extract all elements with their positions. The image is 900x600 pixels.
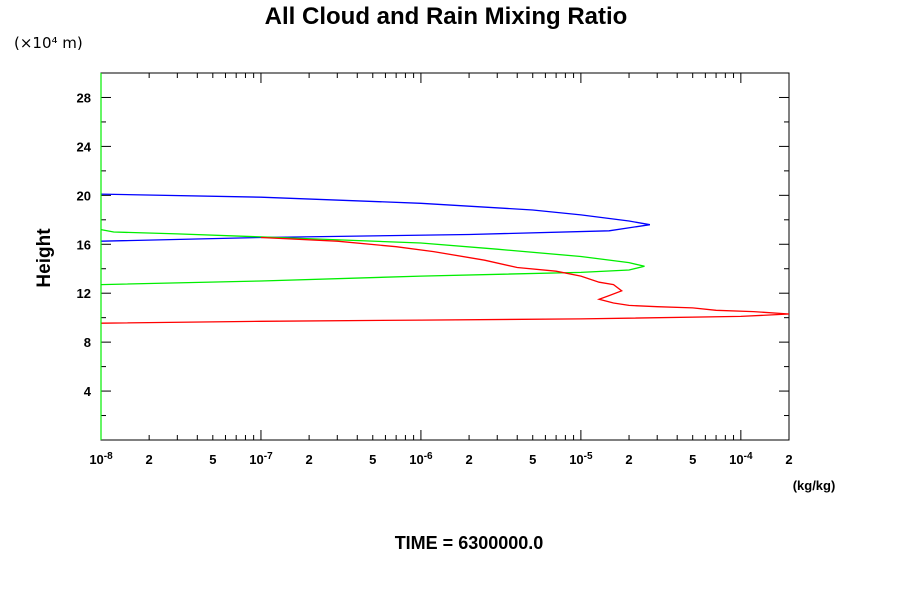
x-tick-label: 10-4 bbox=[729, 451, 753, 467]
x-tick-label: 5 bbox=[369, 452, 376, 467]
y-scale-label: (×10⁴ m) bbox=[14, 34, 83, 52]
x-unit-label: (kg/kg) bbox=[793, 478, 836, 493]
y-tick-label: 20 bbox=[77, 188, 91, 203]
y-tick-label: 12 bbox=[77, 286, 91, 301]
y-axis-label: Height bbox=[34, 228, 55, 288]
x-tick-label: 2 bbox=[146, 452, 153, 467]
x-tick-label: 5 bbox=[529, 452, 536, 467]
series-line-2 bbox=[100, 228, 645, 286]
x-tick-label: 2 bbox=[465, 452, 472, 467]
x-tick-label: 5 bbox=[689, 452, 696, 467]
x-tick-label: 10-6 bbox=[409, 451, 433, 467]
x-tick-label: 10-5 bbox=[569, 451, 593, 467]
x-tick-label: 5 bbox=[209, 452, 216, 467]
x-tick-label: 2 bbox=[305, 452, 312, 467]
y-tick-label: 4 bbox=[84, 384, 92, 399]
y-tick-label: 24 bbox=[77, 139, 92, 154]
axis-ticks bbox=[100, 73, 790, 440]
x-tick-label: 2 bbox=[625, 452, 632, 467]
y-tick-label: 28 bbox=[77, 90, 91, 105]
x-tick-label: 2 bbox=[785, 452, 792, 467]
x-tick-labels: 10-8 2 5 10-7 2 5 10-6 2 5 10-5 2 5 10-4 2 bbox=[89, 451, 792, 467]
time-label: TIME = 6300000.0 bbox=[395, 533, 544, 553]
y-tick-label: 8 bbox=[84, 335, 91, 350]
chart-title: All Cloud and Rain Mixing Ratio bbox=[265, 3, 628, 30]
series-line-1 bbox=[100, 193, 651, 242]
x-tick-label: 10-8 bbox=[89, 451, 113, 467]
x-tick-label: 10-7 bbox=[249, 451, 273, 467]
y-tick-label: 16 bbox=[77, 237, 91, 252]
series-group bbox=[100, 193, 790, 324]
series-line-3 bbox=[100, 236, 790, 324]
y-tick-labels: 4 8 12 16 20 24 28 bbox=[77, 90, 92, 399]
plot-frame bbox=[100, 72, 790, 441]
